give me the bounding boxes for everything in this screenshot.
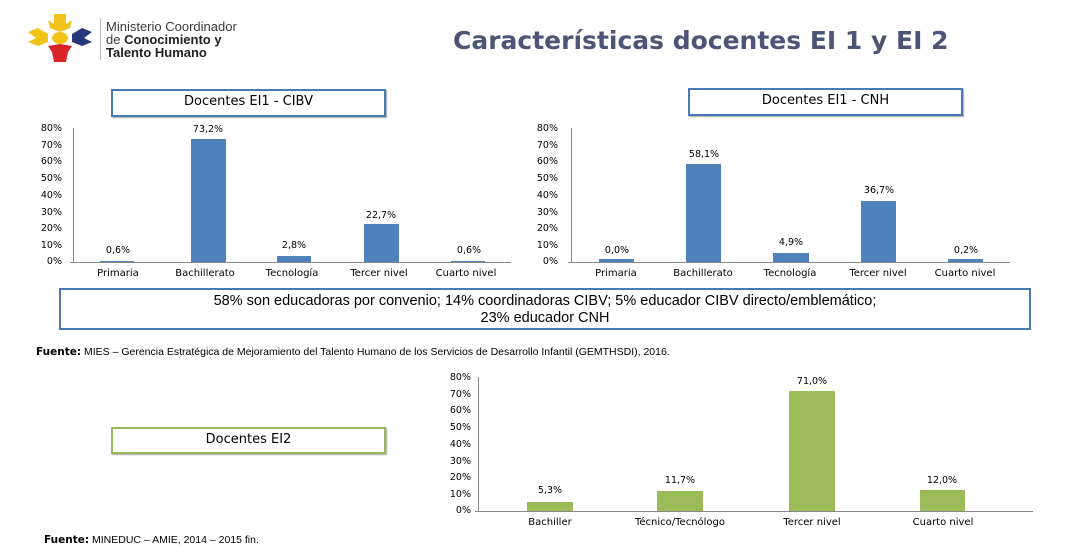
chart3-x-label: Bachiller <box>528 517 572 528</box>
page-title: Características docentes EI 1 y EI 2 <box>453 26 949 55</box>
ytick: 30% <box>536 207 558 218</box>
people-cross-logo-icon <box>28 14 92 62</box>
ytick: 50% <box>40 173 62 184</box>
chart2-x-axis <box>568 262 1010 263</box>
chart1-x-label: Cuarto nivel <box>435 268 497 279</box>
chart2-x-label: Bachillerato <box>673 268 733 279</box>
chart2-title-box: Docentes EI1 - CNH <box>688 88 963 116</box>
chart1-x-label: Tercer nivel <box>350 268 408 279</box>
chart3-value-label: 71,0% <box>796 376 828 387</box>
chart1-value-label: 73,2% <box>192 124 224 135</box>
chart3-y-axis <box>478 377 479 512</box>
summary-note-box: 58% son educadoras por convenio; 14% coo… <box>59 288 1031 330</box>
chart1-x-axis <box>70 262 511 263</box>
chart3-value-label: 5,3% <box>537 485 563 496</box>
source-ei1: Fuente: MIES – Gerencia Estratégica de M… <box>36 346 670 358</box>
ytick: 50% <box>536 173 558 184</box>
ytick: 40% <box>40 190 62 201</box>
chart1-bar-tercer-nivel <box>364 224 399 262</box>
chart1-bar-primaria <box>100 261 134 262</box>
ytick: 10% <box>536 240 558 251</box>
source-ei2: Fuente: MINEDUC – AMIE, 2014 – 2015 fin. <box>44 534 259 546</box>
chart2-value-label: 58,1% <box>688 149 720 160</box>
chart1-value-label: 22,7% <box>365 210 397 221</box>
chart1-bar-tecnologia <box>277 256 311 262</box>
chart3-value-label: 12,0% <box>926 475 958 486</box>
chart2-x-label: Tecnología <box>763 268 817 279</box>
source-ei2-label: Fuente: <box>44 534 90 546</box>
ytick: 0% <box>542 256 558 267</box>
logo-line2-bold: Conocimiento y <box>124 32 222 47</box>
ytick: 30% <box>40 207 62 218</box>
ytick: 40% <box>536 190 558 201</box>
logo-line3-bold: Talento Humano <box>106 45 207 60</box>
ytick: 50% <box>449 422 471 433</box>
source-ei2-text: MINEDUC – AMIE, 2014 – 2015 fin. <box>89 534 259 546</box>
chart1-value-label: 2,8% <box>281 240 307 251</box>
logo-text: Ministerio Coordinador de Conocimiento y… <box>106 20 306 59</box>
chart3-title-box: Docentes EI2 <box>111 427 386 454</box>
chart2-bar-bachillerato <box>686 164 721 262</box>
chart1-title: Docentes EI1 - CIBV <box>184 94 313 109</box>
chart2-bar-primaria <box>599 259 634 262</box>
ytick: 70% <box>40 140 62 151</box>
ytick: 40% <box>449 439 471 450</box>
chart2-x-label: Tercer nivel <box>849 268 907 279</box>
ytick: 60% <box>536 156 558 167</box>
chart1-x-label: Tecnología <box>265 268 319 279</box>
logo-line1: Ministerio Coordinador <box>106 19 237 34</box>
ytick: 80% <box>536 123 558 134</box>
chart3-title: Docentes EI2 <box>205 432 292 447</box>
chart2-value-label: 4,9% <box>778 237 804 248</box>
ytick: 20% <box>536 223 558 234</box>
chart2-bar-cuarto-nivel <box>948 259 983 262</box>
ytick: 0% <box>46 256 62 267</box>
ytick: 30% <box>449 456 471 467</box>
ytick: 70% <box>449 389 471 400</box>
logo-divider <box>100 18 101 60</box>
ytick: 20% <box>40 223 62 234</box>
source-ei1-text: MIES – Gerencia Estratégica de Mejoramie… <box>81 346 670 358</box>
ytick: 70% <box>536 140 558 151</box>
logo-line2-prefix: de <box>106 32 125 47</box>
source-ei1-label: Fuente: <box>36 346 82 358</box>
chart2-value-label: 0,0% <box>604 245 630 256</box>
chart2-y-axis <box>571 128 572 263</box>
ytick: 10% <box>40 240 62 251</box>
chart3-x-label: Técnico/Tecnólogo <box>634 517 726 528</box>
chart3-bar-cuarto-nivel <box>920 490 965 511</box>
chart3-value-label: 11,7% <box>664 475 696 486</box>
chart2-value-label: 36,7% <box>863 185 895 196</box>
ytick: 60% <box>40 156 62 167</box>
logo: Ministerio Coordinador de Conocimiento y… <box>26 12 296 64</box>
ytick: 20% <box>449 472 471 483</box>
chart2-bar-tecnologia <box>773 253 809 262</box>
chart2-title: Docentes EI1 - CNH <box>761 93 890 108</box>
summary-note-line1: 58% son educadoras por convenio; 14% coo… <box>213 293 877 309</box>
chart3-x-label: Tercer nivel <box>783 517 841 528</box>
chart1-x-label: Primaria <box>97 268 139 279</box>
ytick: 80% <box>449 372 471 383</box>
ytick: 80% <box>40 123 62 134</box>
summary-note-line2: 23% educador CNH <box>480 310 610 326</box>
chart1-y-axis <box>73 128 74 263</box>
chart1-value-label: 0,6% <box>456 245 482 256</box>
chart1-x-label: Bachillerato <box>175 268 235 279</box>
ytick: 10% <box>449 489 471 500</box>
chart3-x-label: Cuarto nivel <box>912 517 974 528</box>
chart1-bar-cuarto-nivel <box>451 261 485 262</box>
ytick: 60% <box>449 405 471 416</box>
chart2-x-label: Cuarto nivel <box>934 268 996 279</box>
chart3-bar-bachiller <box>527 502 573 511</box>
ytick: 0% <box>455 505 471 516</box>
chart2-x-label: Primaria <box>595 268 637 279</box>
chart2-bar-tercer-nivel <box>861 201 896 262</box>
chart1-title-box: Docentes EI1 - CIBV <box>111 89 386 117</box>
chart3-x-axis <box>475 511 1033 512</box>
chart1-bar-bachillerato <box>191 139 226 262</box>
chart1-value-label: 0,6% <box>105 245 131 256</box>
chart3-bar-tecnico-tecnologo <box>657 491 703 511</box>
chart2-value-label: 0,2% <box>953 245 979 256</box>
chart3-bar-tercer-nivel <box>789 391 835 511</box>
